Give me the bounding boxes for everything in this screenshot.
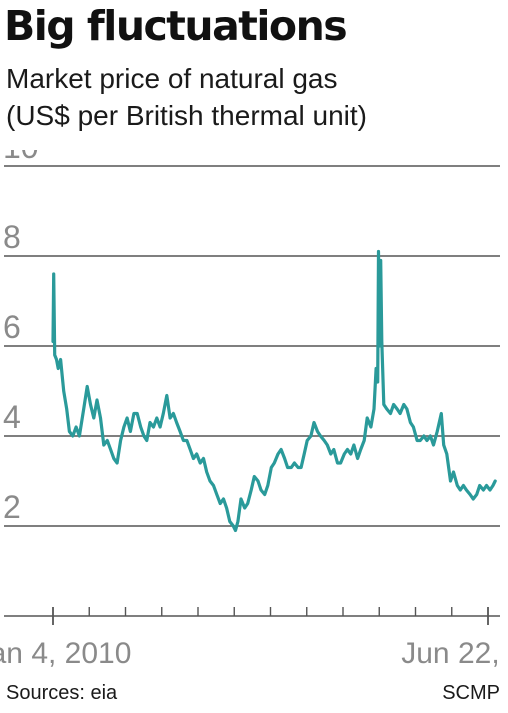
y-tick-label: 6 xyxy=(3,309,21,345)
subtitle-line-2: (US$ per British thermal unit) xyxy=(6,100,368,131)
y-tick-label: 2 xyxy=(3,489,21,525)
x-tick-label: Jan 4, 2010 xyxy=(0,637,131,670)
y-tick-label: 4 xyxy=(3,399,21,435)
series-line-0 xyxy=(51,249,497,533)
source-note: Sources: eia xyxy=(6,682,118,704)
y-tick-label: 8 xyxy=(3,219,21,255)
subtitle-line-1: Market price of natural gas xyxy=(6,63,338,94)
line-chart: 2 4 6 8 10 Jan 4, 2010 Jun 22, 2015 xyxy=(0,150,508,670)
x-tick-label: Jun 22, 2015 xyxy=(401,637,508,670)
chart-title: Big fluctuations xyxy=(4,2,348,50)
credit-label: SCMP xyxy=(442,682,500,704)
y-tick-label: 10 xyxy=(3,150,39,165)
chart-subtitle: Market price of natural gas (US$ per Bri… xyxy=(6,60,367,134)
